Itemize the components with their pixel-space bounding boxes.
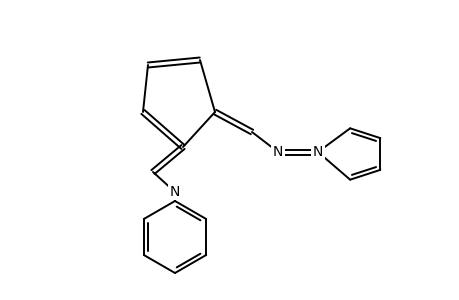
Text: N: N bbox=[169, 185, 180, 199]
Text: N: N bbox=[272, 145, 283, 159]
Text: N: N bbox=[312, 145, 323, 159]
